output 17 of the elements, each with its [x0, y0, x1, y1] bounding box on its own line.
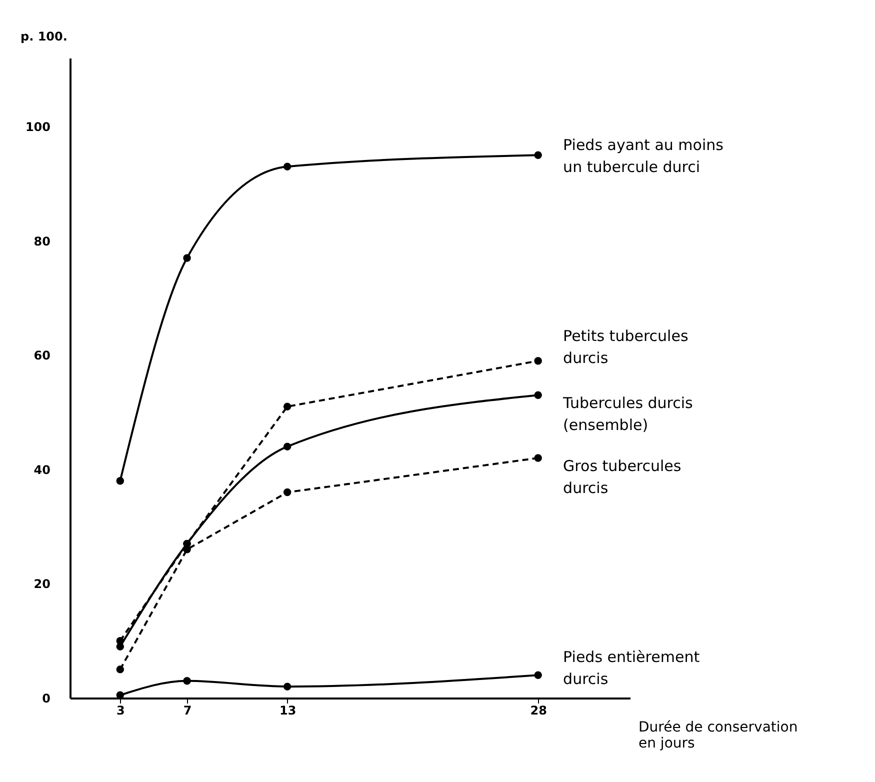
series-label: Gros tubercules durcis — [563, 457, 682, 497]
series-label: Tubercules durcis (ensemble) — [562, 394, 694, 434]
y-tick-label: 20 — [34, 577, 50, 592]
x-tick-label: 7 — [183, 704, 192, 718]
y-tick-label: 100 — [25, 120, 50, 134]
y-tick-label: 60 — [34, 348, 50, 363]
series-label: Pieds ayant au moins un tubercule durci — [563, 136, 724, 176]
y-tick-label: 40 — [34, 462, 50, 477]
series-label: Pieds entièrement durcis — [563, 648, 700, 688]
x-tick-label: 3 — [116, 704, 125, 718]
x-tick-label: 13 — [279, 704, 296, 718]
y-axis-title: p. 100. — [20, 30, 68, 44]
y-tick-label: 0 — [42, 692, 50, 706]
x-tick-label: 28 — [530, 704, 547, 718]
x-axis-title: Durée de conservation en jours — [638, 720, 798, 752]
y-tick-label: 80 — [34, 234, 50, 248]
series-label: Petits tubercules durcis — [563, 326, 688, 367]
